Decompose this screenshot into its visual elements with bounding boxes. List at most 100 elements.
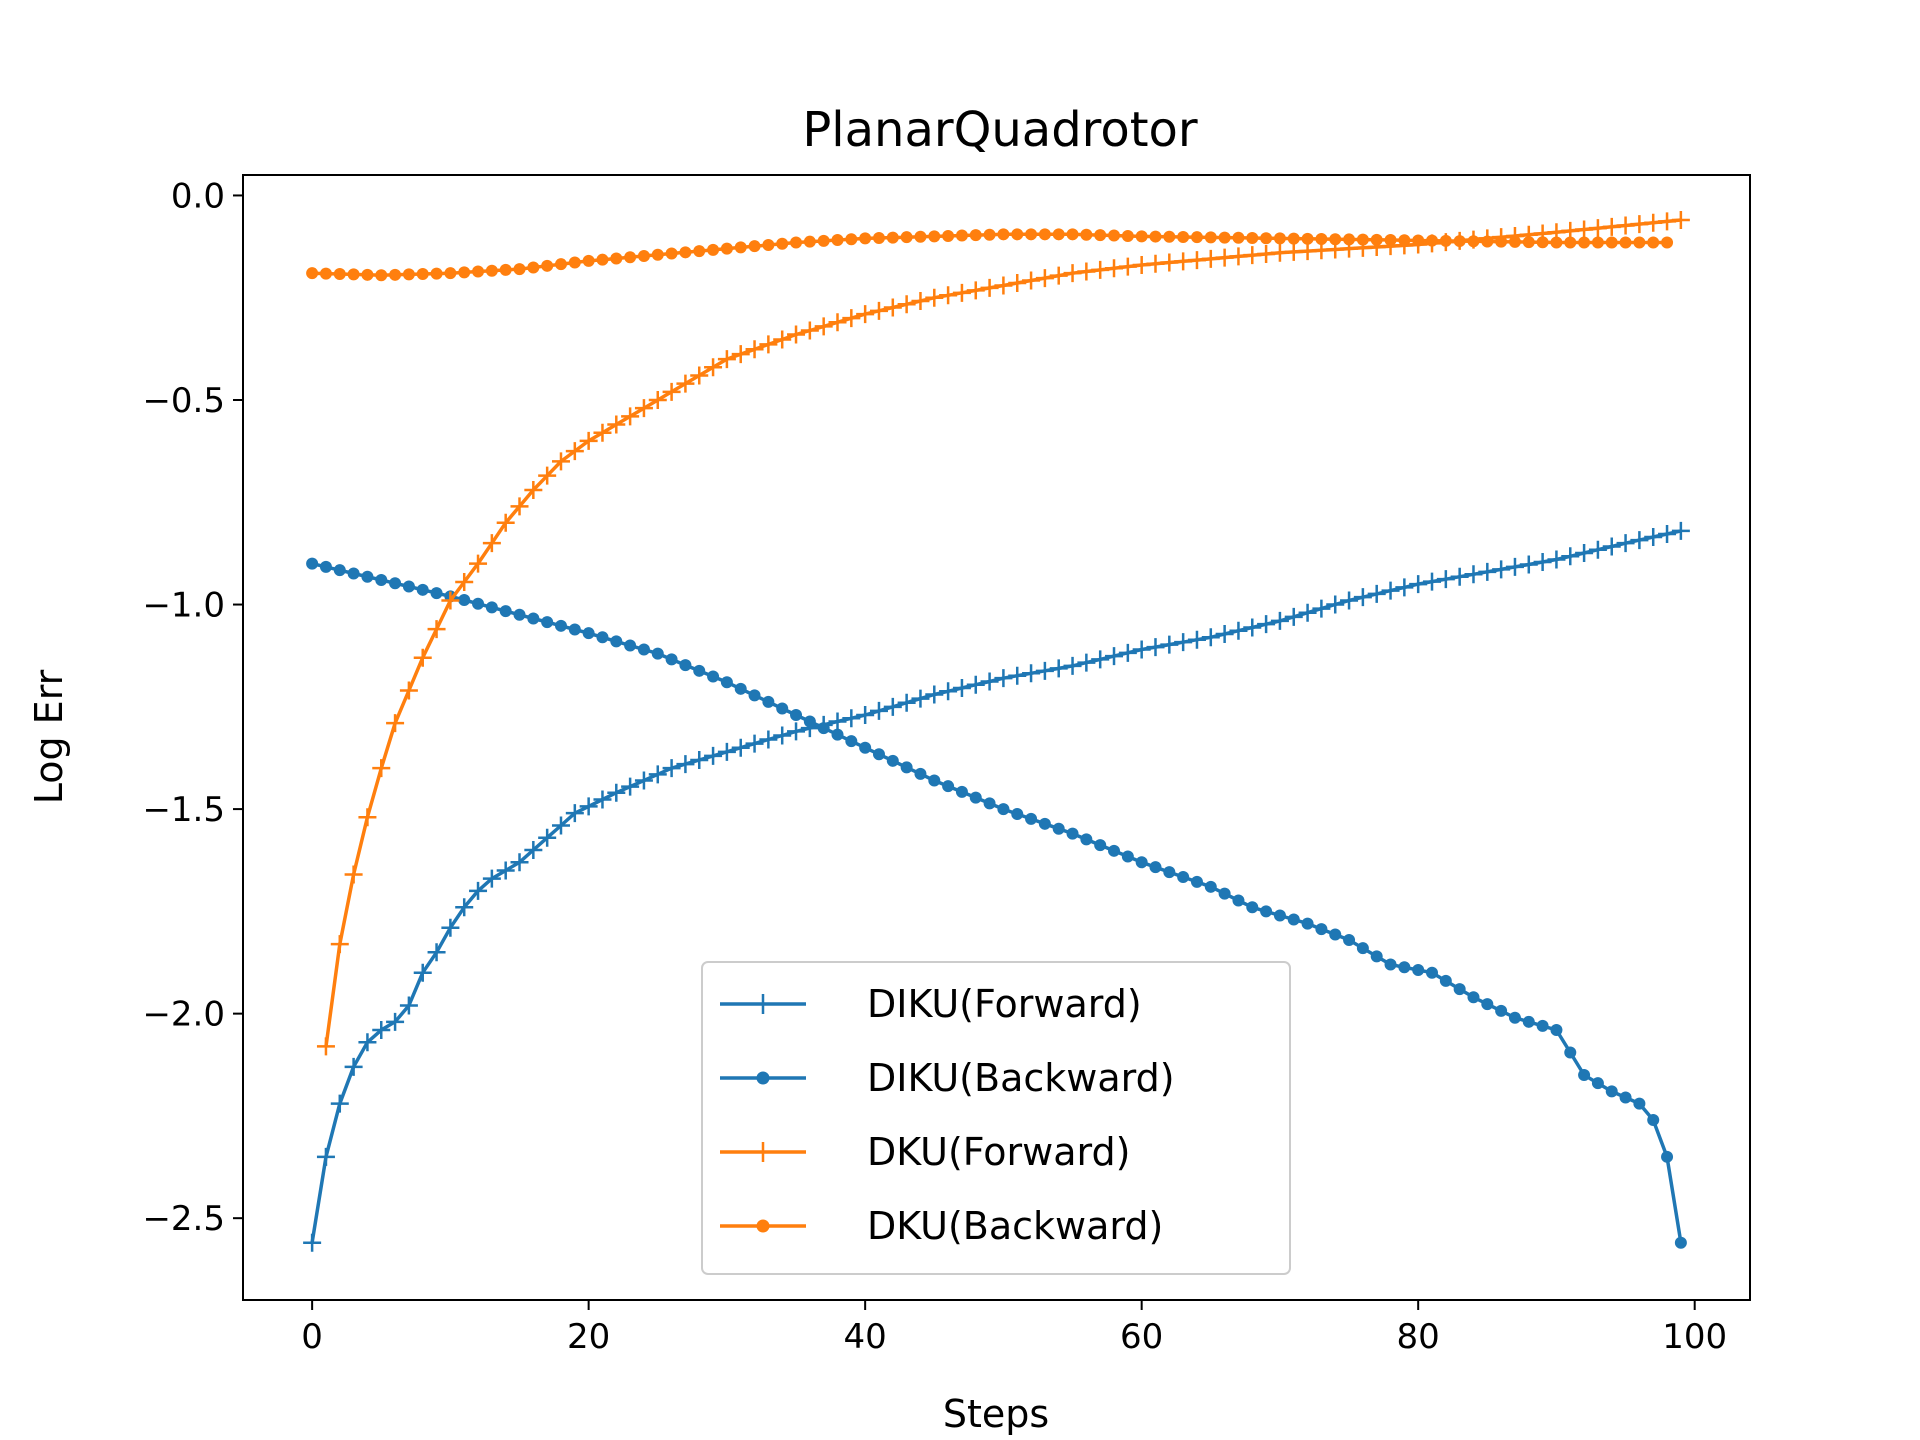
data-point: [869, 301, 888, 320]
data-point: [911, 689, 930, 708]
data-point: [648, 391, 667, 409]
data-point: [872, 748, 885, 761]
legend-marker: [756, 1071, 770, 1085]
data-point: [1260, 905, 1273, 918]
data-point: [427, 620, 446, 639]
data-point: [776, 702, 789, 715]
data-point: [983, 228, 996, 241]
data-point: [800, 321, 819, 340]
x-tick-label: 60: [1120, 1317, 1163, 1357]
data-point: [856, 305, 875, 324]
data-point: [1591, 236, 1604, 249]
data-point: [665, 653, 678, 666]
data-point: [1108, 229, 1121, 242]
data-point: [704, 358, 723, 377]
data-point: [1025, 228, 1038, 241]
data-point: [1190, 875, 1203, 888]
data-point: [828, 313, 847, 332]
data-point: [1204, 231, 1217, 244]
data-point: [773, 330, 792, 349]
data-point: [513, 608, 526, 621]
data-point: [430, 267, 443, 280]
data-point: [565, 442, 584, 461]
data-point: [1091, 260, 1110, 279]
series-line: [311, 561, 1683, 1243]
data-point: [707, 670, 720, 683]
series-layer: [303, 211, 1690, 1252]
data-point: [1243, 618, 1262, 637]
data-point: [389, 577, 402, 590]
data-point: [1602, 537, 1621, 556]
data-point: [966, 675, 985, 694]
data-point: [1146, 638, 1165, 657]
data-point: [389, 268, 402, 281]
series-dikubackward: [306, 557, 1687, 1249]
data-point: [1495, 1004, 1508, 1017]
y-tick-label: −2.5: [142, 1199, 225, 1239]
data-point: [859, 741, 872, 754]
data-point: [1533, 553, 1552, 571]
data-point: [1343, 934, 1356, 946]
data-point: [1384, 234, 1397, 247]
series-dkubackward: [306, 228, 1674, 282]
data-point: [1644, 213, 1663, 232]
data-point: [1370, 950, 1383, 963]
data-point: [1011, 228, 1024, 241]
data-point: [416, 583, 429, 596]
data-point: [416, 268, 429, 280]
y-tick-label: −1.5: [142, 790, 225, 830]
data-point: [1633, 1097, 1646, 1110]
data-point: [551, 816, 570, 835]
data-point: [1398, 961, 1411, 974]
data-point: [344, 1057, 363, 1076]
data-point: [624, 639, 637, 652]
data-point: [1439, 234, 1452, 247]
data-point: [1218, 887, 1231, 900]
data-point: [1340, 591, 1359, 610]
data-point: [845, 233, 858, 246]
data-point: [399, 996, 418, 1015]
data-point: [510, 497, 529, 516]
data-point: [734, 682, 747, 695]
data-point: [1522, 1015, 1535, 1028]
data-point: [1522, 236, 1535, 249]
data-point: [496, 861, 515, 880]
data-point: [803, 715, 816, 728]
data-point: [347, 268, 360, 281]
data-point: [790, 236, 803, 249]
data-point: [472, 597, 485, 610]
data-point: [485, 264, 498, 277]
data-point: [952, 679, 971, 697]
data-point: [980, 278, 999, 297]
data-point: [955, 785, 968, 798]
data-point: [748, 689, 761, 702]
data-point: [1177, 871, 1190, 883]
data-point: [717, 350, 736, 369]
data-point: [541, 259, 554, 272]
data-point: [662, 382, 681, 401]
data-point: [897, 295, 916, 314]
legend-marker: [753, 994, 773, 1014]
data-point: [1163, 866, 1176, 879]
data-point: [430, 587, 443, 600]
data-point: [690, 751, 709, 769]
data-point: [607, 415, 626, 434]
data-point: [1450, 567, 1469, 586]
data-point: [734, 241, 747, 254]
legend-label: DKU(Backward): [867, 1204, 1163, 1248]
data-point: [1616, 216, 1635, 235]
data-point: [1121, 229, 1134, 242]
data-point: [928, 774, 941, 787]
data-point: [610, 252, 623, 265]
data-point: [1118, 643, 1137, 662]
data-point: [900, 761, 913, 774]
data-point: [541, 616, 554, 629]
data-point: [1505, 557, 1524, 576]
data-point: [1616, 534, 1635, 553]
data-point: [651, 647, 664, 660]
data-point: [1273, 909, 1286, 922]
data-point: [1492, 560, 1511, 579]
data-point: [582, 627, 595, 640]
data-point: [1149, 230, 1162, 243]
data-point: [1467, 991, 1480, 1004]
